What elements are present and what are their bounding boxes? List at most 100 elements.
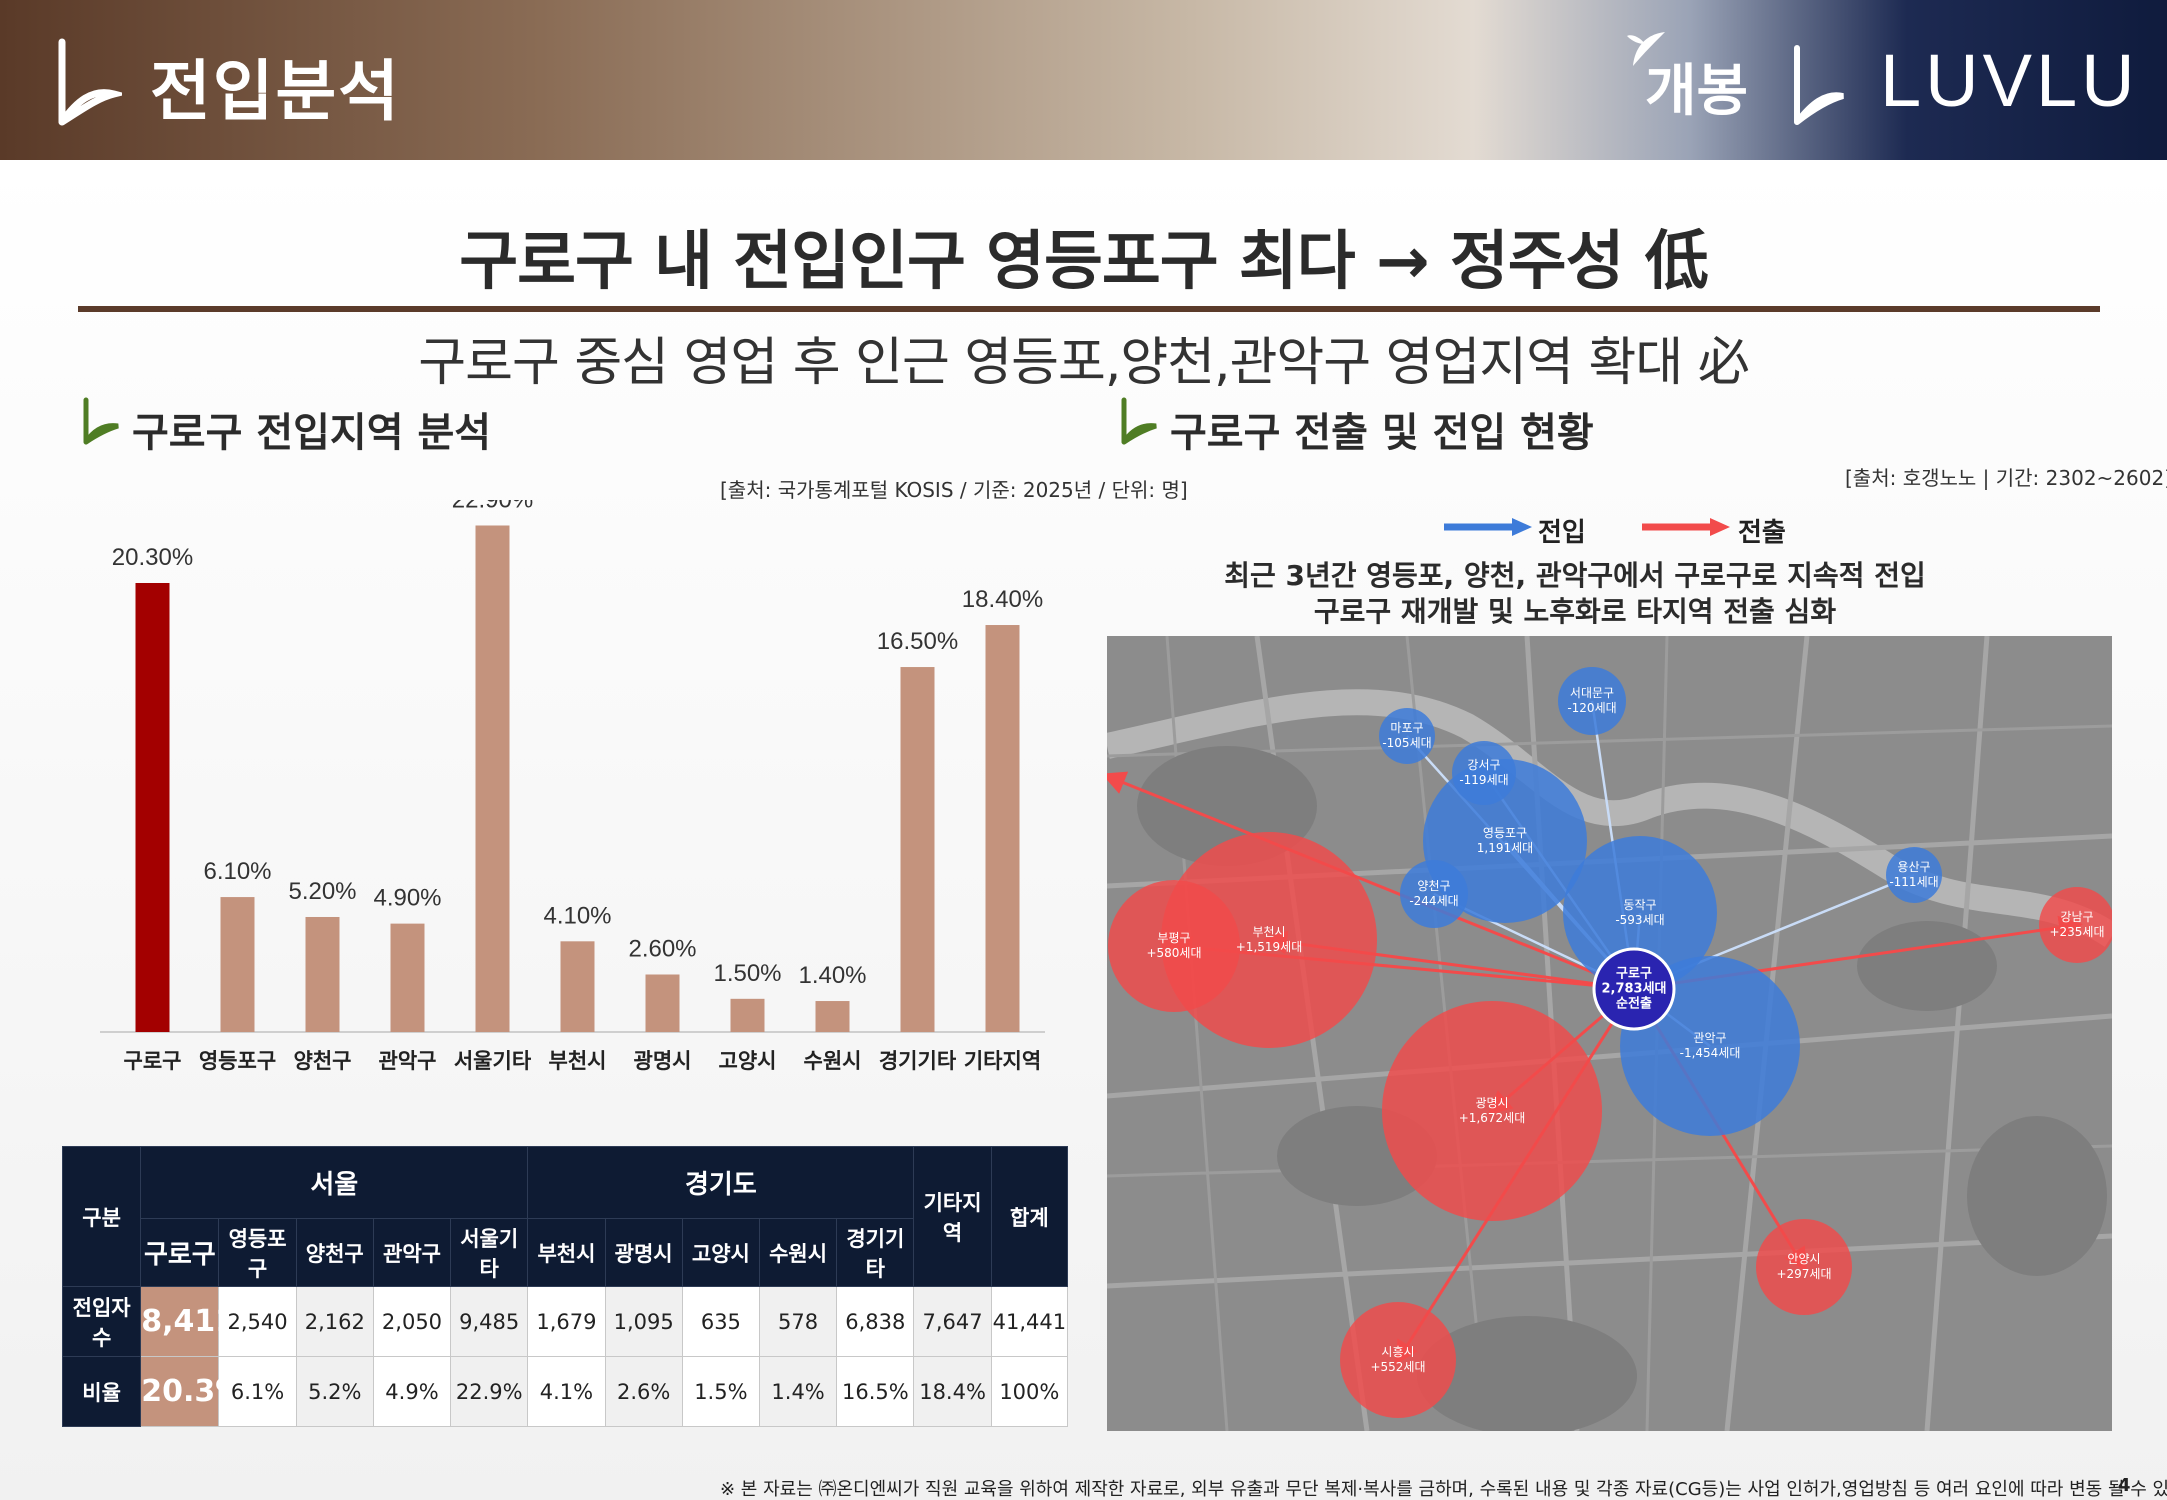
table-row-label: 비율 (61, 1356, 142, 1427)
section-leaf-icon (1121, 397, 1157, 445)
table-cell: 9,485 (450, 1286, 529, 1357)
outflow-bubble (1756, 1219, 1852, 1315)
inflow-arrow-icon (1444, 518, 1532, 536)
category-tick-label: 광명시 (634, 1049, 692, 1073)
bar-data-label: 1.40% (798, 962, 866, 989)
bubble-label: 강서구 -119세대 (1459, 758, 1508, 788)
category-tick-label: 수원시 (804, 1049, 862, 1073)
bubble-value: 1,191세대 (1476, 841, 1534, 855)
bubble-name: 시흥시 (1381, 1345, 1415, 1359)
chart-source: [출처: 국가통계포털 KOSIS / 기준: 2025년 / 단위: 명] (720, 478, 1188, 502)
brand-l-icon (1794, 45, 1844, 125)
outflow-bubble (2039, 887, 2112, 963)
table-col-other: 기타지역 (913, 1146, 992, 1287)
bar (220, 897, 255, 1032)
table-cell: 2,050 (372, 1286, 452, 1357)
bubble-name: 양천구 (1417, 879, 1451, 893)
bubble-label: 양천구 -244세대 (1409, 879, 1458, 909)
flow-map-svg (1107, 636, 2112, 1431)
table-cell: 41,441 (990, 1286, 1069, 1357)
bubble-name: 부천시 (1252, 925, 1286, 939)
page-number: 4 (2118, 1475, 2131, 1496)
bubble-name: 용산구 (1897, 860, 1931, 874)
bar-data-label: 1.50% (713, 960, 781, 987)
inflow-bubble (1886, 847, 1942, 903)
bar (815, 1001, 850, 1032)
map-background (1107, 636, 2112, 1431)
bubble-name: 강남구 (2060, 910, 2094, 924)
bubble-label: 서대문구 -120세대 (1567, 686, 1616, 716)
category-tick-label: 관악구 (379, 1049, 437, 1073)
bar-data-label: 4.10% (543, 902, 611, 929)
table-sub-header: 영등포구 (218, 1218, 297, 1287)
bar (645, 974, 680, 1032)
table-cell: 2,540 (218, 1286, 297, 1357)
bubble-value: -111세대 (1889, 875, 1939, 889)
bubble-name: 서대문구 (1569, 686, 1615, 700)
outflow-arrow-icon (1642, 518, 1730, 536)
table-cell: 1,095 (604, 1286, 683, 1357)
bar-data-label: 20.30% (112, 544, 193, 571)
bubble-name: 마포구 (1390, 721, 1424, 735)
sub-title: 구로구 중심 영업 후 인근 영등포,양천,관악구 영업지역 확대 必 (418, 333, 1749, 393)
bubble-label: 용산구 -111세대 (1889, 860, 1938, 890)
flow-bubbles (1108, 667, 2112, 1418)
bubble-name: 영등포구 (1482, 826, 1528, 840)
table-cell: 16.5% (836, 1356, 915, 1427)
bar (135, 582, 170, 1032)
inflow-bubble (1400, 860, 1468, 928)
bar-data-label: 5.20% (288, 878, 356, 905)
table-cell: 20.3% (140, 1356, 245, 1427)
outflow-bubble (1108, 880, 1240, 1012)
inflow-bubble (1452, 741, 1516, 805)
table-cell: 2.6% (604, 1356, 683, 1427)
table-cell: 8,411 (140, 1286, 236, 1357)
header-bar: 전입분석 개봉 LUVLU (0, 0, 2167, 160)
category-tick-label: 기타지역 (964, 1049, 1041, 1073)
bubble-value: +1,519세대 (1235, 940, 1303, 954)
table-cell: 4.1% (527, 1356, 606, 1427)
outflow-bubble (1340, 1302, 1456, 1418)
table-sub-header: 수원시 (758, 1218, 838, 1287)
table-group-gyeonggi: 경기도 (527, 1146, 915, 1219)
bubble-value: -593세대 (1615, 913, 1665, 927)
table-cell: 5.2% (295, 1356, 374, 1427)
map-caption-line2: 구로구 재개발 및 노후화로 타지역 전출 심화 (1313, 595, 1837, 628)
bubble-value: +552세대 (1370, 1360, 1426, 1374)
bar-data-label: 2.60% (628, 935, 696, 962)
bubble-value: -1,454세대 (1679, 1046, 1741, 1060)
category-tick-label: 서울기타 (454, 1049, 532, 1073)
bubble-name: 부평구 (1157, 931, 1191, 945)
bubble-value: +297세대 (1776, 1267, 1832, 1281)
bar (390, 923, 425, 1032)
brand-luvlu: LUVLU (1880, 39, 2139, 122)
bar-data-label: 4.90% (373, 885, 441, 912)
flow-map: 영등포구 1,191세대 동작구 -593세대 관악구 -1,454세대 양천구 -244세대… (1107, 636, 2112, 1431)
bubble-value: -105세대 (1382, 736, 1432, 750)
bubble-value: -120세대 (1567, 701, 1617, 715)
center-name: 구로구 (1616, 966, 1652, 982)
table-sub-header: 서울기타 (450, 1218, 529, 1287)
bubble-value: +235세대 (2049, 925, 2105, 939)
luvlu-logo-icon (58, 38, 122, 126)
inflow-bubble (1379, 708, 1435, 764)
bar-data-label: 18.40% (962, 586, 1043, 613)
table-sub-header: 부천시 (527, 1218, 606, 1287)
legend-inflow: 전입 (1538, 518, 1586, 548)
map-caption: 최근 3년간 영등포, 양천, 관악구에서 구로구로 지속적 전입 구로구 재개… (1100, 558, 2050, 630)
table-sub-header: 경기기타 (836, 1218, 915, 1287)
table-sub-header: 광명시 (604, 1218, 683, 1287)
bubble-name: 광명시 (1475, 1096, 1509, 1110)
bubble-value: +1,672세대 (1458, 1111, 1526, 1125)
bar-data-label: 16.50% (877, 628, 958, 655)
table-col-total: 합계 (990, 1146, 1069, 1287)
table-cell: 635 (681, 1286, 760, 1357)
bubble-name: 동작구 (1623, 898, 1657, 912)
table-cell: 1.5% (681, 1356, 760, 1427)
bubble-label: 동작구 -593세대 (1615, 898, 1664, 928)
bubble-label: 시흥시 +552세대 (1370, 1345, 1425, 1375)
table-sub-header: 관악구 (372, 1218, 452, 1287)
table-cell: 1.4% (758, 1356, 838, 1427)
bubble-name: 강서구 (1467, 758, 1501, 772)
bar (305, 916, 340, 1032)
